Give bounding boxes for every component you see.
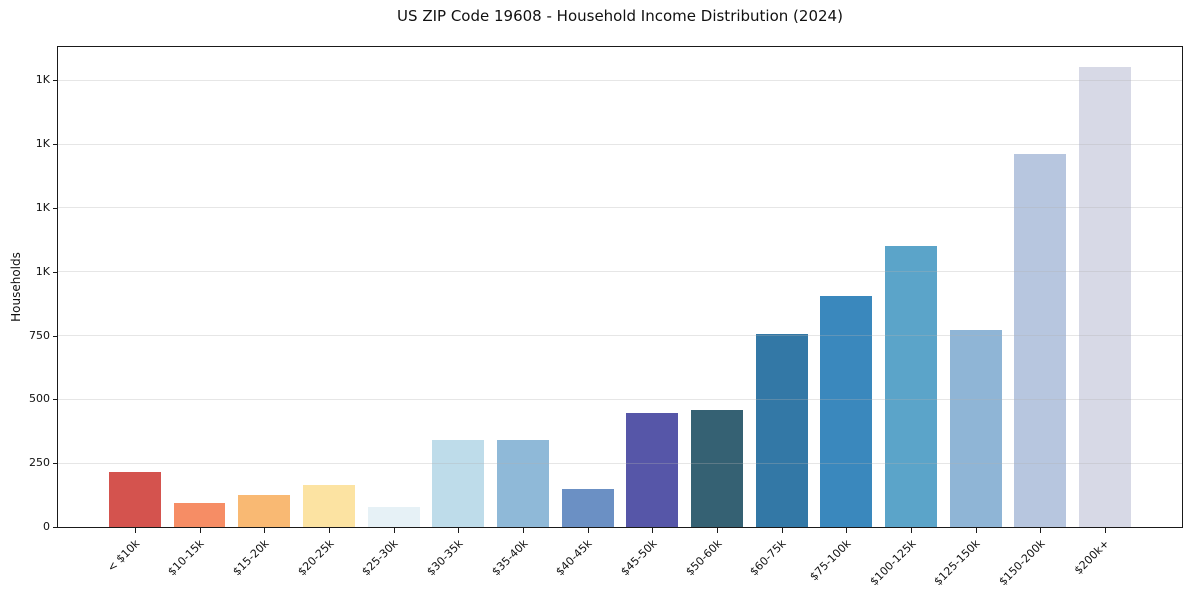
x-tick-label: $150-200k: [996, 537, 1048, 589]
x-tick-label: < $10k: [104, 537, 143, 575]
x-tick-label: $50-60k: [682, 537, 725, 579]
bar--10-15k: [173, 502, 226, 527]
y-tick-label: 1K: [35, 73, 50, 87]
bar--35-40k: [497, 440, 549, 527]
x-tick-mark: [587, 528, 589, 533]
y-tick-label: 500: [29, 392, 50, 406]
x-tick-label: $100-125k: [867, 537, 919, 589]
y-tick-label: 750: [29, 328, 50, 342]
y-tick-label: 1K: [35, 264, 50, 278]
bar--150-200k: [1014, 154, 1067, 527]
gridline-1000: [58, 271, 1182, 273]
gridline-750: [58, 335, 1182, 336]
y-tick-label: 0: [43, 520, 50, 533]
y-tick-mark: [53, 335, 58, 337]
gridline-250: [58, 462, 1182, 464]
bar--25-30k: [367, 506, 420, 527]
x-tick-mark: [134, 528, 136, 533]
bar--45-50k: [626, 413, 679, 527]
bar--20-25k: [303, 484, 355, 527]
gridline-1750: [58, 79, 1182, 81]
bar--125-150k: [949, 330, 1002, 527]
y-tick-label: 1K: [35, 137, 50, 151]
bar--15-20k: [238, 495, 291, 527]
x-tick-mark: [717, 528, 718, 533]
gridline-500: [58, 398, 1182, 400]
y-tick-label: 250: [29, 456, 50, 470]
x-tick-mark: [393, 528, 395, 533]
bar--30-35k: [432, 440, 485, 527]
bar--60-75k: [755, 334, 808, 527]
x-tick-label: $200k+: [1072, 537, 1113, 578]
y-tick-mark: [53, 80, 58, 82]
y-tick-mark: [53, 463, 58, 465]
x-tick-mark: [911, 528, 913, 533]
x-tick-mark: [199, 528, 201, 533]
y-tick-mark: [53, 144, 58, 146]
chart-title: US ZIP Code 19608 - Household Income Dis…: [397, 7, 843, 25]
plot-frame: [57, 46, 1183, 528]
bar--75-100k: [820, 295, 873, 527]
x-tick-label: $15-20k: [230, 537, 272, 579]
bar--10k: [109, 472, 161, 527]
bar--200k+: [1079, 67, 1131, 527]
gridline-1250: [58, 207, 1182, 209]
x-tick-mark: [846, 528, 848, 533]
x-tick-mark: [781, 528, 783, 533]
bar--100-125k: [885, 246, 937, 527]
x-tick-label: $10-15k: [165, 537, 207, 579]
x-tick-mark: [328, 528, 330, 533]
y-tick-mark: [53, 399, 58, 401]
x-tick-label: $40-45k: [553, 537, 595, 579]
x-tick-label: $75-100k: [807, 537, 854, 584]
bar--40-45k: [561, 488, 614, 527]
x-tick-mark: [264, 528, 266, 533]
y-tick-mark: [53, 271, 58, 273]
x-tick-label: $125-150k: [931, 537, 983, 589]
x-tick-mark: [1105, 528, 1107, 533]
x-tick-label: $60-75k: [747, 537, 789, 579]
bar--50-60k: [691, 409, 743, 527]
x-tick-label: $35-40k: [488, 537, 531, 579]
x-tick-label: $20-25k: [294, 537, 337, 579]
x-tick-mark: [1040, 528, 1042, 533]
gridline-1500: [58, 143, 1182, 145]
y-tick-mark: [53, 527, 58, 528]
x-tick-label: $30-35k: [424, 537, 466, 579]
x-tick-mark: [975, 528, 977, 533]
y-tick-label: 1K: [35, 200, 50, 214]
y-tick-mark: [53, 207, 58, 209]
x-tick-label: $25-30k: [359, 537, 401, 579]
x-tick-mark: [458, 528, 460, 533]
x-tick-mark: [522, 528, 524, 533]
x-tick-label: $45-50k: [618, 537, 660, 579]
x-tick-mark: [652, 528, 654, 533]
